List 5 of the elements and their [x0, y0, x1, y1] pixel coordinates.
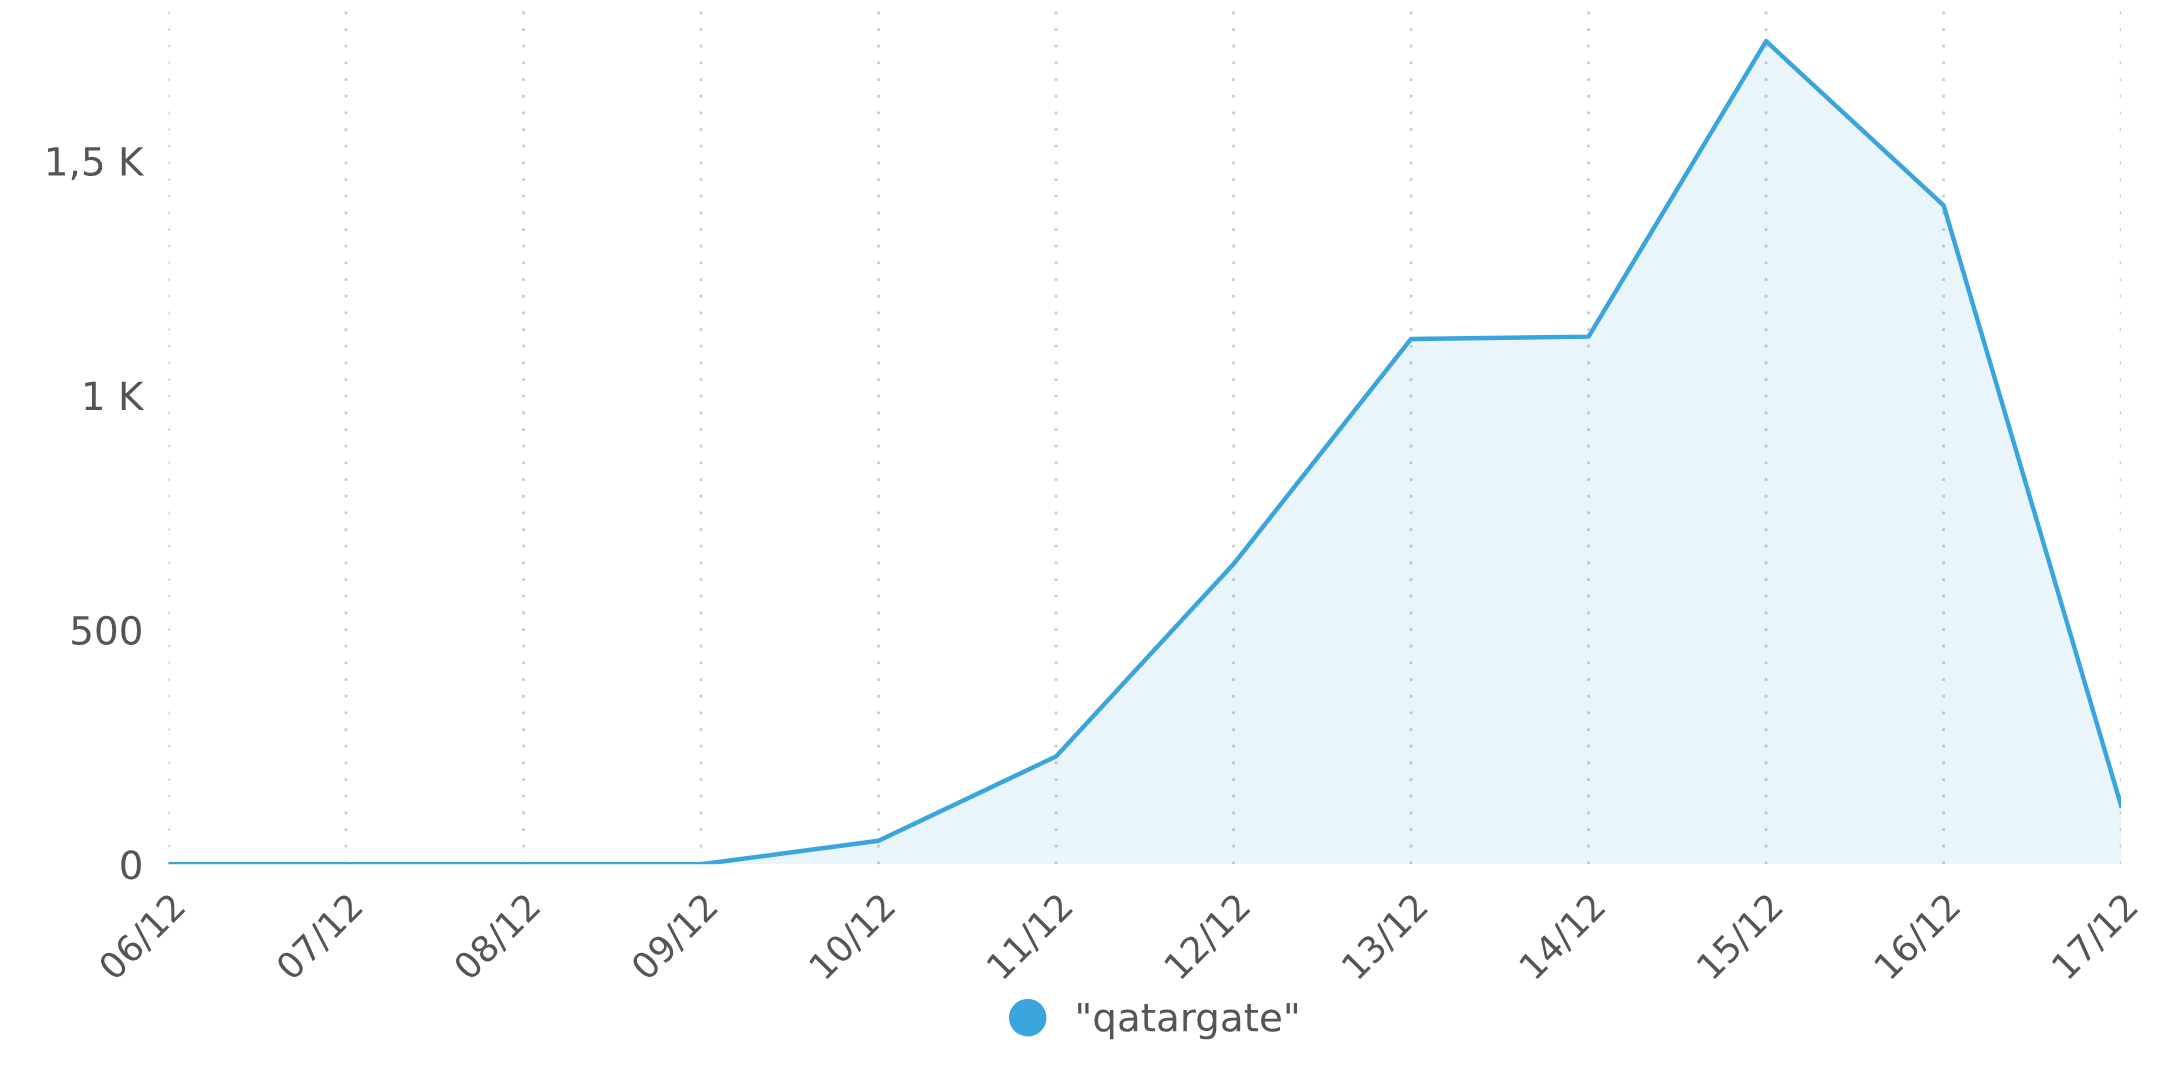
y-tick-label: 500 — [72, 615, 141, 646]
y-tick-label: 1,5 K — [48, 147, 145, 181]
y-tick-label: 0 — [121, 850, 141, 880]
y-tick-label: 1 K — [85, 381, 145, 411]
legend-label: "qatargate" — [1078, 1002, 1298, 1040]
